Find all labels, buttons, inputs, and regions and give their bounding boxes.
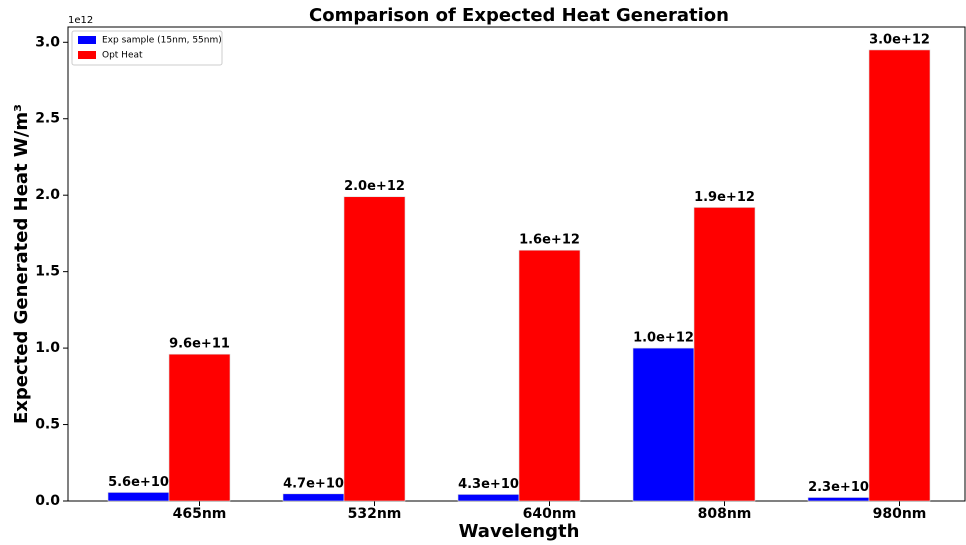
legend-box — [71, 30, 223, 66]
bar — [282, 493, 345, 502]
y-tick-label: 0.0 — [35, 493, 60, 509]
x-tick-label: 808nm — [698, 506, 752, 522]
y-offset-label: 1e12 — [68, 15, 93, 26]
bar — [807, 497, 870, 502]
legend-swatch — [78, 51, 96, 59]
bar — [868, 49, 931, 502]
legend-label: Opt Heat — [102, 51, 143, 61]
y-tick-label: 1.5 — [35, 264, 60, 280]
chart-title: Comparison of Expected Heat Generation — [309, 5, 729, 26]
value-label: 4.7e+10 — [283, 476, 344, 491]
x-tick-label: 465nm — [173, 506, 227, 522]
value-label: 2.0e+12 — [344, 179, 405, 194]
bar — [518, 249, 581, 502]
bar — [168, 353, 231, 502]
value-label: 5.6e+10 — [108, 475, 169, 490]
y-tick-label: 3.0 — [35, 34, 60, 50]
x-tick-label: 980nm — [873, 506, 927, 522]
legend-swatch — [78, 36, 96, 44]
bar — [107, 492, 170, 502]
y-tick-label: 1.0 — [35, 340, 60, 356]
bar — [632, 347, 695, 502]
bar — [457, 494, 520, 502]
bar — [693, 207, 756, 502]
y-tick-label: 2.5 — [35, 111, 60, 127]
value-label: 1.0e+12 — [633, 331, 694, 346]
legend-label: Exp sample (15nm, 55nm) — [102, 36, 222, 46]
value-label: 9.6e+11 — [169, 337, 230, 352]
bar — [343, 196, 406, 502]
y-axis-label: Expected Generated Heat W/m³ — [11, 104, 32, 424]
value-label: 4.3e+10 — [458, 477, 519, 492]
x-tick-label: 640nm — [523, 506, 577, 522]
x-axis-label: Wavelength — [459, 521, 580, 542]
x-tick-label: 532nm — [348, 506, 402, 522]
y-tick-label: 0.5 — [35, 417, 60, 433]
value-label: 1.9e+12 — [694, 190, 755, 205]
value-label: 2.3e+10 — [808, 480, 869, 495]
value-label: 3.0e+12 — [869, 32, 930, 47]
value-label: 1.6e+12 — [519, 233, 580, 248]
y-tick-label: 2.0 — [35, 187, 60, 203]
